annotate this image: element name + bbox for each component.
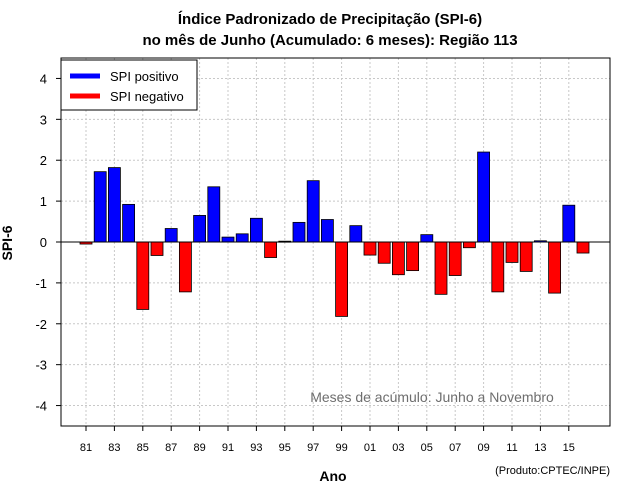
bar-2016	[576, 241, 590, 254]
bar-2001	[363, 241, 377, 256]
bar-1996	[292, 221, 306, 243]
x-tick-label: 11	[506, 442, 517, 454]
x-tick-label: 87	[165, 442, 177, 454]
bar-1983	[108, 167, 121, 243]
y-axis: -4 -3 -2 -1 0 1 2 3 4	[35, 71, 61, 414]
bar-2015	[562, 204, 576, 243]
credit: (Produto:CPTEC/INPE)	[495, 465, 610, 477]
y-tick-label: 3	[40, 112, 47, 127]
bar-2000	[349, 225, 363, 243]
bar-2010	[491, 241, 505, 293]
legend-label-negative: SPI negativo	[110, 89, 184, 104]
x-tick-label: 07	[449, 442, 461, 454]
bar-1986	[150, 241, 164, 256]
bars	[79, 151, 590, 317]
bar-2002	[377, 241, 391, 264]
bar-2007	[448, 241, 462, 276]
x-tick-label: 97	[307, 442, 319, 454]
x-tick-label: 83	[108, 442, 120, 454]
x-axis: 81 83 85 87 89 91 93 95 97 99 01 03 05 07 09 11 13 15	[80, 426, 575, 454]
bar-1987	[164, 228, 178, 243]
bar-1982	[93, 171, 107, 243]
y-tick-label: 1	[40, 194, 47, 209]
bar-1990	[207, 186, 221, 243]
bar-1989	[193, 215, 207, 243]
bar-2005	[420, 234, 434, 243]
legend-label-positive: SPI positivo	[110, 69, 179, 84]
chart-title-line2: no mês de Junho (Acumulado: 6 meses): Re…	[142, 32, 517, 49]
x-tick-label: 81	[80, 442, 92, 454]
legend: SPI positivo SPI negativo	[60, 59, 198, 111]
legend-box	[60, 59, 198, 111]
x-axis-label: Ano	[319, 468, 346, 484]
bar-1994	[264, 241, 278, 258]
bar-2006	[434, 241, 448, 295]
x-tick-label: 01	[364, 442, 376, 454]
bar-1988	[178, 241, 192, 293]
bar-2014	[548, 241, 561, 294]
y-tick-label: 2	[40, 153, 47, 168]
chart-title-line1: Índice Padronizado de Precipitação (SPI-…	[178, 11, 482, 28]
bar-1997	[306, 180, 320, 243]
y-tick-label: -2	[35, 317, 47, 332]
x-tick-label: 91	[222, 442, 234, 454]
bar-1993	[249, 217, 263, 243]
y-tick-label: 4	[40, 71, 47, 86]
x-tick-label: 15	[563, 442, 575, 454]
y-tick-label: 0	[40, 235, 47, 250]
bar-2003	[391, 241, 405, 276]
y-tick-label: -1	[35, 276, 47, 291]
x-tick-label: 05	[421, 442, 433, 454]
bar-1999	[335, 241, 349, 317]
bar-2008	[462, 241, 476, 249]
y-tick-label: -4	[35, 399, 47, 414]
x-tick-label: 09	[477, 442, 489, 454]
x-tick-label: 95	[279, 442, 291, 454]
bar-2011	[505, 241, 519, 263]
x-tick-label: 13	[534, 442, 546, 454]
x-tick-label: 89	[193, 442, 205, 454]
y-tick-label: -3	[35, 358, 47, 373]
y-axis-label: SPI-6	[0, 225, 15, 260]
annotation: Meses de acúmulo: Junho a Novembro	[310, 389, 554, 405]
bar-2012	[519, 241, 533, 272]
bar-1984	[122, 203, 135, 243]
bar-1998	[320, 219, 334, 243]
x-tick-label: 93	[250, 442, 262, 454]
x-tick-label: 99	[335, 442, 347, 454]
bar-1992	[235, 233, 249, 243]
bar-2009	[477, 151, 491, 243]
bar-1985	[136, 241, 150, 310]
x-tick-label: 03	[392, 442, 404, 454]
bar-1991	[221, 236, 235, 243]
x-tick-label: 85	[137, 442, 149, 454]
bar-2004	[406, 241, 420, 272]
